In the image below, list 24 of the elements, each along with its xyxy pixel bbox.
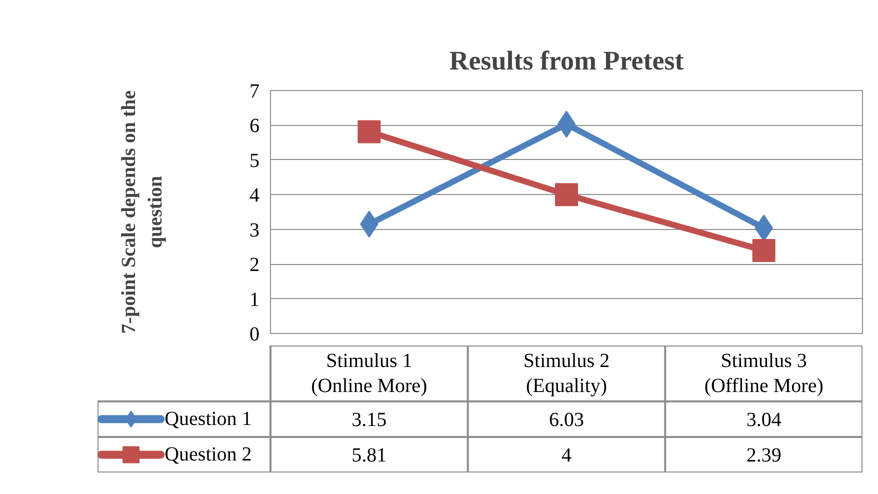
legend-label: Question 2 <box>164 444 252 466</box>
x-tick-label: Stimulus 2 (Equality) <box>523 350 610 398</box>
legend-label: Question 1 <box>164 408 252 430</box>
y-tick-label: 0 <box>250 324 260 346</box>
point <box>752 239 776 262</box>
data-label: 6.03 <box>549 409 584 432</box>
point <box>555 183 578 206</box>
y-tick-label: 5 <box>250 150 260 172</box>
data-label: 3.15 <box>352 409 387 432</box>
y-axis-title: 7-point Scale depends on the question <box>118 90 166 334</box>
y-tick-label: 1 <box>250 288 260 311</box>
data-label: 3.04 <box>746 409 782 432</box>
data-label: 2.39 <box>746 444 782 467</box>
y-tick-label: 4 <box>250 184 260 207</box>
y-tick-label: 3 <box>250 219 260 242</box>
chart-title: Results from Pretest <box>449 46 684 76</box>
data-label: 4 <box>562 444 572 467</box>
y-tick-label: 6 <box>250 115 260 138</box>
y-tick-label: 7 <box>250 80 260 102</box>
data-label: 5.81 <box>352 444 387 467</box>
y-tick-label: 2 <box>250 254 260 276</box>
x-tick-label: Stimulus 1 (Online More) <box>311 350 428 398</box>
x-tick-label: Stimulus 3 (Offline More) <box>704 350 824 398</box>
point <box>358 120 381 144</box>
